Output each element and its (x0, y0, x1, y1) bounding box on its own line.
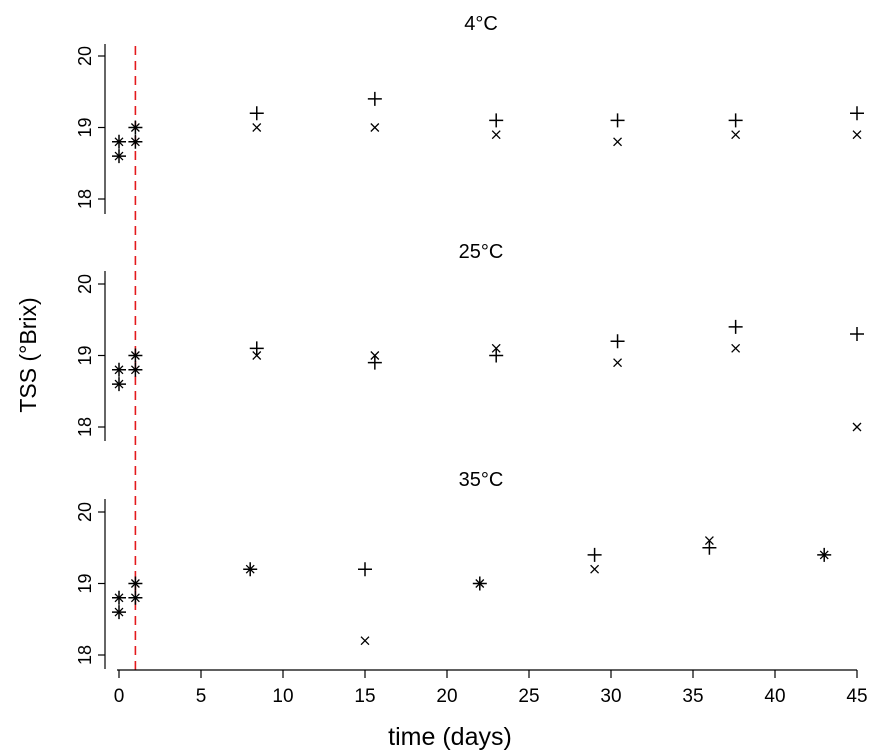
cross-point (114, 593, 124, 603)
x-axis-label: time (days) (388, 723, 512, 751)
y-tick-label: 20 (75, 274, 95, 294)
cross-point (114, 137, 124, 147)
plus-point (610, 113, 625, 128)
x-tick-label: 40 (764, 686, 785, 707)
panel-title: 4°C (464, 13, 498, 35)
cross-point (475, 579, 485, 588)
cross-point (252, 351, 262, 360)
cross-point (852, 422, 862, 432)
cross-point (370, 351, 380, 360)
x-tick-label: 5 (196, 686, 207, 707)
plus-point (358, 562, 372, 577)
y-tick-label: 19 (75, 117, 95, 137)
cross-point (114, 379, 124, 389)
plus-point (489, 113, 504, 128)
x-tick-label: 45 (846, 686, 867, 707)
cross-point (613, 137, 623, 147)
cross-point (704, 536, 714, 546)
x-tick-label: 10 (272, 686, 293, 707)
plus-point (728, 113, 743, 128)
y-tick-label: 18 (75, 189, 95, 209)
x-tick-label: 0 (114, 686, 125, 707)
y-tick-label: 18 (75, 645, 95, 665)
plus-point (249, 106, 264, 121)
cross-point (130, 593, 140, 603)
cross-point (731, 343, 741, 353)
y-tick-label: 18 (75, 417, 95, 437)
cross-point (590, 564, 600, 574)
cross-point (819, 550, 829, 560)
y-tick-label: 19 (75, 345, 95, 365)
panel-title: 25°C (459, 241, 504, 263)
cross-point (114, 365, 124, 375)
cross-point (613, 358, 623, 368)
panel-title: 35°C (459, 469, 504, 491)
cross-point (245, 564, 255, 574)
plus-point (249, 341, 264, 356)
y-tick-label: 20 (75, 502, 95, 522)
cross-point (370, 123, 380, 132)
cross-point (491, 343, 501, 353)
cross-point (130, 351, 140, 360)
cross-point (130, 365, 140, 375)
plus-point (367, 355, 382, 370)
cross-point (252, 123, 262, 132)
y-axis-label: TSS (°Brix) (15, 297, 41, 412)
plus-point (587, 547, 602, 562)
cross-point (491, 130, 501, 140)
y-tick-label: 19 (75, 573, 95, 593)
x-tick-label: 15 (354, 686, 375, 707)
plus-point (367, 91, 382, 106)
cross-point (360, 636, 370, 646)
cross-point (130, 137, 140, 147)
plus-point (728, 319, 743, 334)
cross-point (852, 130, 862, 140)
plus-point (610, 334, 625, 349)
plus-point (489, 348, 504, 363)
plus-point (702, 540, 717, 555)
cross-point (130, 579, 140, 588)
y-tick-label: 20 (75, 46, 95, 66)
cross-point (130, 123, 140, 132)
x-tick-label: 20 (436, 686, 457, 707)
cross-point (731, 130, 741, 140)
x-tick-label: 25 (518, 686, 539, 707)
plus-point (850, 106, 864, 121)
plus-point (850, 327, 864, 342)
x-tick-label: 30 (600, 686, 621, 707)
cross-point (114, 151, 124, 161)
x-tick-label: 35 (682, 686, 703, 707)
cross-point (114, 607, 124, 617)
